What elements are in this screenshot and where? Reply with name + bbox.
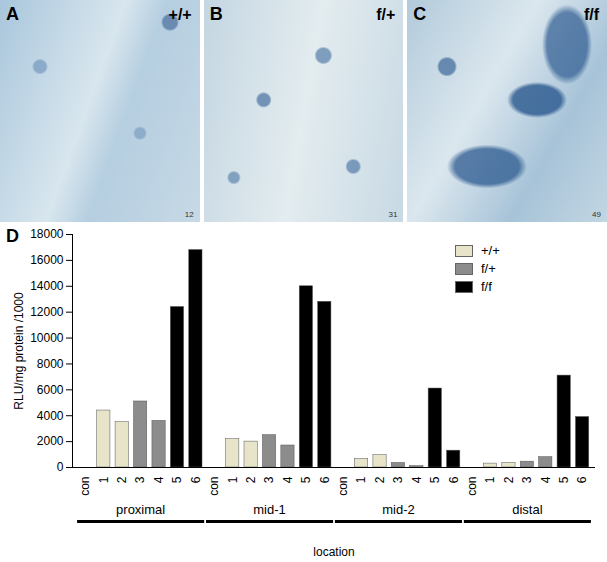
svg-text:proximal: proximal <box>116 502 165 517</box>
svg-text:2: 2 <box>502 476 516 483</box>
svg-text:2: 2 <box>115 476 129 483</box>
svg-text:4: 4 <box>152 476 166 483</box>
svg-text:con: con <box>78 477 92 496</box>
svg-text:distal: distal <box>512 502 542 517</box>
svg-text:12000: 12000 <box>30 305 64 319</box>
svg-text:2: 2 <box>373 476 387 483</box>
html-text:B: B <box>209 4 223 24</box>
svg-text:3: 3 <box>133 476 147 483</box>
svg-text:1: 1 <box>483 476 497 483</box>
svg-text:6: 6 <box>189 476 203 483</box>
svg-text:4: 4 <box>539 476 553 483</box>
html-text:f/f: f/f <box>481 279 492 294</box>
svg-text:5: 5 <box>428 476 442 483</box>
html-text:f/+: f/+ <box>481 261 496 276</box>
svg-text:con: con <box>336 477 350 496</box>
svg-text:location: location <box>313 545 354 559</box>
svg-text:14000: 14000 <box>30 279 64 293</box>
svg-text:mid-2: mid-2 <box>382 502 415 517</box>
html-text:12: 12 <box>184 210 194 219</box>
svg-text:8000: 8000 <box>37 357 64 371</box>
svg-text:5: 5 <box>170 476 184 483</box>
svg-text:mid-1: mid-1 <box>253 502 286 517</box>
html-text:C: C <box>413 4 427 24</box>
svg-text:3: 3 <box>520 476 534 483</box>
svg-text:3: 3 <box>262 476 276 483</box>
svg-text:con: con <box>465 477 479 496</box>
svg-text:6: 6 <box>318 476 332 483</box>
html-text:f/+: f/+ <box>376 6 396 23</box>
svg-text:2000: 2000 <box>37 434 64 448</box>
svg-text:con: con <box>207 477 221 496</box>
html-text:A: A <box>6 4 19 24</box>
svg-text:10000: 10000 <box>30 331 64 345</box>
svg-text:18000: 18000 <box>30 227 64 241</box>
svg-text:RLU/mg protein /1000: RLU/mg protein /1000 <box>12 292 26 410</box>
svg-text:6000: 6000 <box>37 383 64 397</box>
html-text:31: 31 <box>388 210 398 219</box>
svg-text:16000: 16000 <box>30 253 64 267</box>
html-text:D: D <box>6 226 19 246</box>
svg-text:5: 5 <box>557 476 571 483</box>
svg-text:6: 6 <box>575 476 589 483</box>
svg-text:4: 4 <box>281 476 295 483</box>
html-text:f/f: f/f <box>583 6 599 23</box>
svg-text:3: 3 <box>391 476 405 483</box>
html-text:49: 49 <box>592 210 601 219</box>
svg-text:2: 2 <box>244 476 258 483</box>
svg-text:1: 1 <box>354 476 368 483</box>
svg-text:1: 1 <box>97 476 111 483</box>
svg-text:1: 1 <box>226 476 240 483</box>
svg-text:4: 4 <box>410 476 424 483</box>
svg-text:5: 5 <box>299 476 313 483</box>
svg-text:6: 6 <box>447 476 461 483</box>
svg-text:0: 0 <box>57 460 64 474</box>
svg-text:4000: 4000 <box>37 409 64 423</box>
